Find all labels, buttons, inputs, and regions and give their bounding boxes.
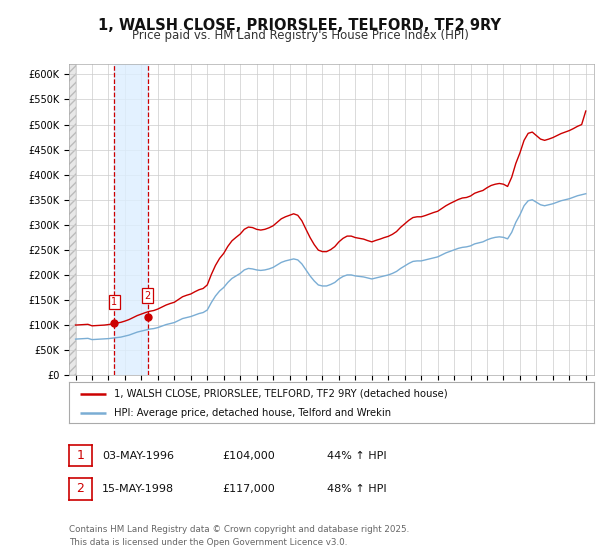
Text: 15-MAY-1998: 15-MAY-1998 (102, 484, 174, 494)
Text: 1, WALSH CLOSE, PRIORSLEE, TELFORD, TF2 9RY: 1, WALSH CLOSE, PRIORSLEE, TELFORD, TF2 … (98, 18, 502, 33)
Text: 44% ↑ HPI: 44% ↑ HPI (327, 451, 386, 461)
Text: 1: 1 (111, 297, 117, 307)
Bar (114, 64, 148, 375)
Text: Price paid vs. HM Land Registry's House Price Index (HPI): Price paid vs. HM Land Registry's House … (131, 29, 469, 42)
Text: 03-MAY-1996: 03-MAY-1996 (102, 451, 174, 461)
Text: Contains HM Land Registry data © Crown copyright and database right 2025.
This d: Contains HM Land Registry data © Crown c… (69, 525, 409, 547)
Text: £104,000: £104,000 (222, 451, 275, 461)
Text: 1, WALSH CLOSE, PRIORSLEE, TELFORD, TF2 9RY (detached house): 1, WALSH CLOSE, PRIORSLEE, TELFORD, TF2 … (113, 389, 447, 399)
Text: 48% ↑ HPI: 48% ↑ HPI (327, 484, 386, 494)
Text: 2: 2 (76, 482, 85, 496)
Text: HPI: Average price, detached house, Telford and Wrekin: HPI: Average price, detached house, Telf… (113, 408, 391, 418)
Text: 2: 2 (145, 291, 151, 301)
Text: 1: 1 (76, 449, 85, 462)
Text: £117,000: £117,000 (222, 484, 275, 494)
